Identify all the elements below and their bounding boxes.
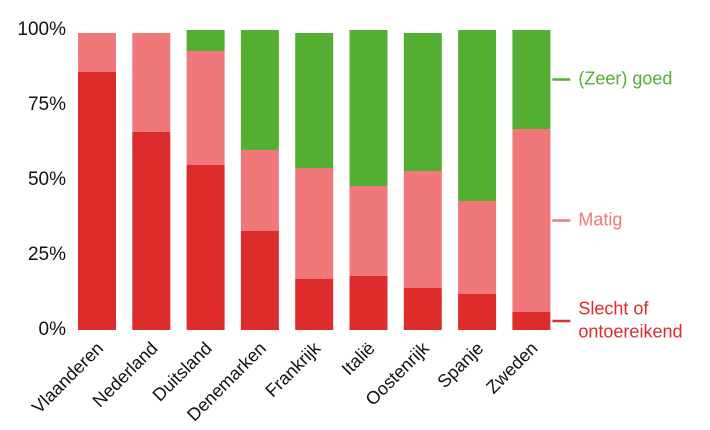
bar-segment	[132, 132, 171, 330]
bar-segment	[458, 294, 497, 330]
bars	[78, 30, 551, 330]
bar-segment	[132, 33, 171, 132]
legend-label: Slecht of ontoereikend	[578, 298, 682, 341]
bar-segment	[349, 276, 388, 330]
bar-segment	[78, 33, 116, 72]
bar-segment	[186, 165, 225, 330]
y-tick-label: 75%	[28, 94, 66, 115]
bar-segment	[295, 33, 334, 168]
legend-label: Matig	[578, 209, 622, 229]
bar-segment	[295, 279, 334, 330]
bar-segment	[512, 30, 551, 129]
bar-segment	[512, 312, 551, 330]
x-tick-label: Frankrijk	[261, 337, 325, 401]
x-tick-label: Italië	[338, 338, 379, 379]
bar-segment	[186, 30, 225, 51]
bar-segment	[240, 150, 279, 231]
x-axis-labels: VlaanderenNederlandDuitslandDenemarkenFr…	[28, 337, 542, 425]
bar-segment	[458, 30, 497, 201]
y-tick-label: 0%	[39, 319, 67, 340]
bar-segment	[240, 231, 279, 330]
y-tick-label: 100%	[17, 19, 66, 40]
bar-segment	[403, 171, 442, 288]
bar-segment	[458, 201, 497, 294]
bar-segment	[403, 33, 442, 171]
y-axis-ticks: 0% 25% 50% 75% 100%	[17, 19, 66, 340]
y-tick-label: 50%	[28, 169, 66, 190]
x-tick-label: Zweden	[482, 338, 541, 397]
legend: Slecht of ontoereikend Matig (Zeer) goed	[552, 68, 682, 341]
bar-segment	[295, 168, 334, 279]
bar-segment	[240, 30, 279, 150]
bar-segment	[349, 30, 388, 186]
y-tick-label: 25%	[28, 244, 66, 265]
bar-segment	[186, 51, 225, 165]
bar-segment	[78, 72, 116, 330]
x-tick-label: Vlaanderen	[28, 338, 107, 417]
x-tick-label: Spanje	[434, 338, 488, 392]
legend-label: (Zeer) goed	[578, 68, 672, 88]
bar-segment	[403, 288, 442, 330]
bar-segment	[512, 129, 551, 312]
bar-segment	[349, 186, 388, 276]
